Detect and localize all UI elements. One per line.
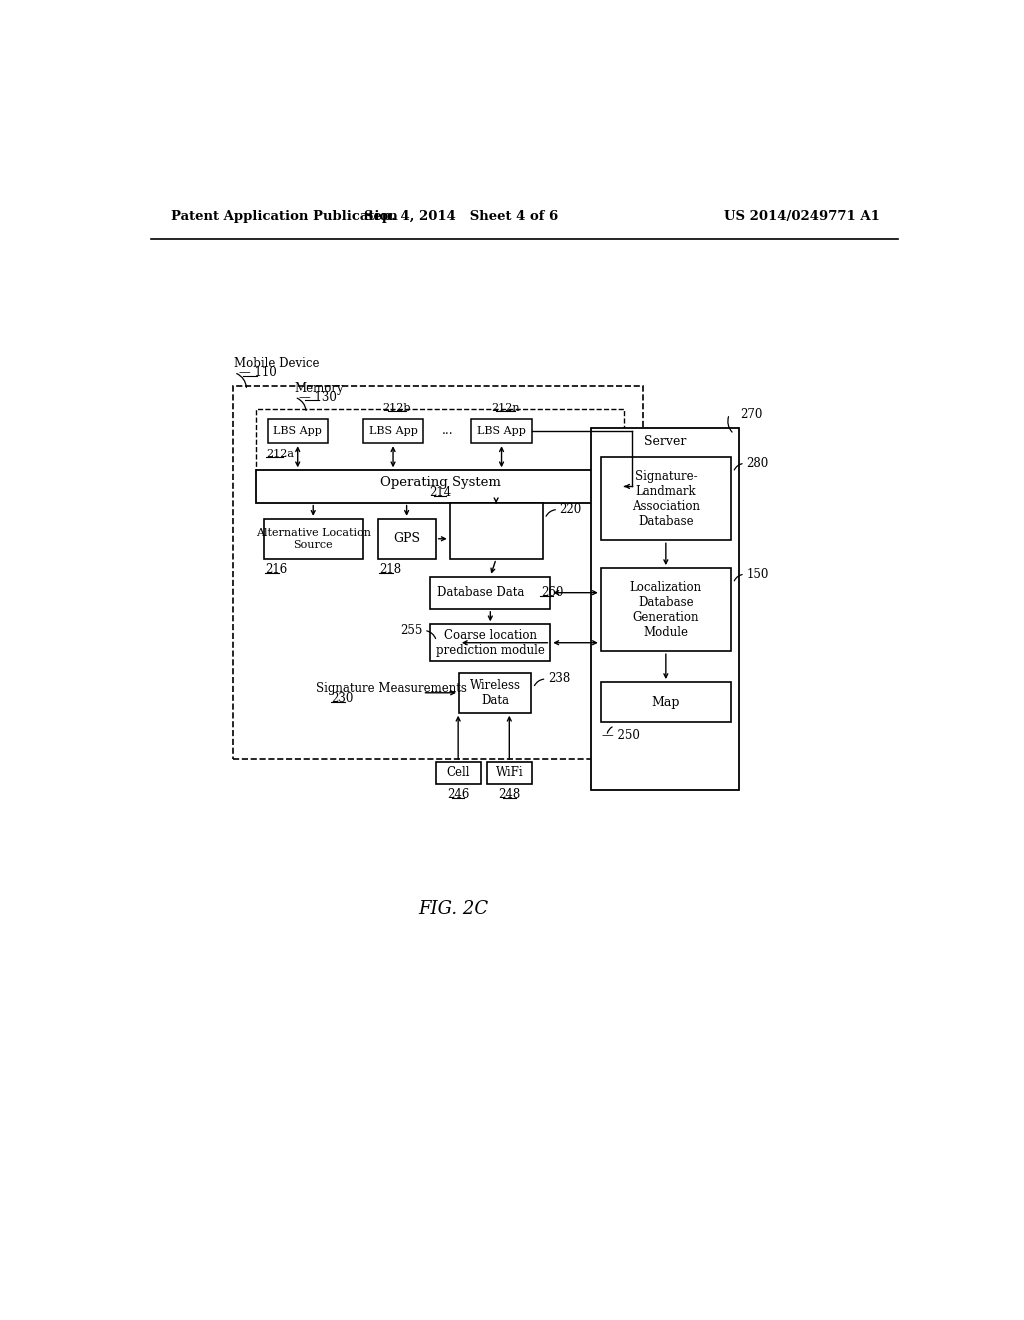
Text: Operating System: Operating System — [380, 477, 501, 490]
Text: Localization
Database
Generation
Module: Localization Database Generation Module — [630, 581, 701, 639]
Text: Database Data: Database Data — [437, 586, 524, 599]
Text: 218: 218 — [379, 564, 401, 576]
Text: 212n: 212n — [492, 403, 520, 413]
Text: 230: 230 — [331, 693, 353, 705]
Text: Coarse location
prediction module: Coarse location prediction module — [436, 628, 545, 657]
Bar — [256, 470, 624, 503]
Text: Signature Measurements: Signature Measurements — [315, 682, 466, 696]
Bar — [256, 409, 624, 482]
Text: Patent Application Publication: Patent Application Publication — [171, 210, 397, 223]
Bar — [601, 457, 731, 540]
Text: Cell: Cell — [446, 767, 470, 779]
Bar — [592, 428, 738, 789]
Text: 255: 255 — [400, 624, 423, 638]
Text: — 130: — 130 — [299, 391, 337, 404]
Text: 238: 238 — [548, 672, 570, 685]
Text: Wireless
Data: Wireless Data — [469, 678, 520, 706]
Text: Server: Server — [644, 436, 686, 449]
Text: ...: ... — [441, 425, 453, 437]
Bar — [450, 503, 543, 558]
Bar — [263, 519, 362, 558]
Text: Sep. 4, 2014   Sheet 4 of 6: Sep. 4, 2014 Sheet 4 of 6 — [365, 210, 558, 223]
Text: 280: 280 — [746, 457, 769, 470]
Bar — [601, 682, 731, 722]
Bar — [430, 577, 550, 609]
Text: 212b: 212b — [383, 403, 412, 413]
Bar — [362, 418, 423, 444]
Text: — 250: — 250 — [602, 730, 640, 742]
Text: 270: 270 — [740, 408, 763, 421]
Text: 212a: 212a — [266, 449, 294, 459]
Text: 246: 246 — [446, 788, 469, 801]
Bar — [378, 519, 435, 558]
Bar — [459, 673, 531, 713]
Text: 260: 260 — [541, 586, 563, 599]
Text: LBS App: LBS App — [477, 426, 526, 436]
Text: 248: 248 — [498, 788, 520, 801]
Text: Signature-
Landmark
Association
Database: Signature- Landmark Association Database — [632, 470, 699, 528]
Text: 214: 214 — [429, 486, 451, 499]
Bar — [471, 418, 531, 444]
Text: WiFi: WiFi — [496, 767, 523, 779]
Bar — [267, 418, 328, 444]
Text: Alternative Location
Source: Alternative Location Source — [256, 528, 371, 549]
Bar — [430, 624, 550, 661]
Text: GPS: GPS — [393, 532, 420, 545]
Text: LBS App: LBS App — [273, 426, 323, 436]
Bar — [601, 568, 731, 651]
Bar — [435, 762, 480, 784]
Text: 150: 150 — [746, 568, 769, 581]
Text: Memory: Memory — [295, 381, 344, 395]
Bar — [486, 762, 531, 784]
Text: 220: 220 — [560, 503, 582, 516]
Bar — [232, 385, 643, 759]
Text: FIG. 2C: FIG. 2C — [419, 900, 488, 919]
Text: — 110: — 110 — [239, 366, 276, 379]
Text: 216: 216 — [265, 564, 288, 576]
Text: LBS App: LBS App — [369, 426, 418, 436]
Text: Map: Map — [651, 696, 680, 709]
Text: US 2014/0249771 A1: US 2014/0249771 A1 — [724, 210, 880, 223]
Text: Mobile Device: Mobile Device — [234, 358, 319, 371]
